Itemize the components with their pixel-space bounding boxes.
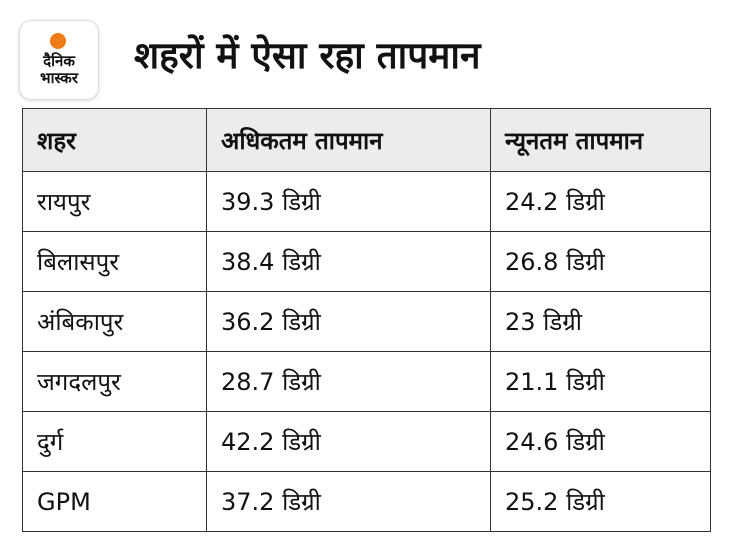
logo-line-2: भास्कर: [40, 69, 78, 87]
table-row: GPM 37.2 डिग्री 25.2 डिग्री: [22, 471, 711, 532]
city-cell: बिलासपुर: [22, 231, 207, 292]
max-temp-cell: 36.2 डिग्री: [206, 291, 491, 352]
page-title: शहरों में ऐसा रहा तापमान: [134, 34, 481, 77]
table-row: बिलासपुर 38.4 डिग्री 26.8 डिग्री: [22, 231, 711, 292]
temperature-table: शहर अधिकतम तापमान न्यूनतम तापमान रायपुर …: [22, 108, 711, 532]
min-temp-cell: 25.2 डिग्री: [490, 471, 711, 532]
max-temp-cell: 28.7 डिग्री: [206, 351, 491, 412]
max-temp-cell: 37.2 डिग्री: [206, 471, 491, 532]
city-cell: GPM: [22, 471, 207, 532]
min-temp-cell: 21.1 डिग्री: [490, 351, 711, 412]
max-temp-cell: 42.2 डिग्री: [206, 411, 491, 472]
min-temp-cell: 24.2 डिग्री: [490, 171, 711, 232]
city-cell: रायपुर: [22, 171, 207, 232]
table-row: दुर्ग 42.2 डिग्री 24.6 डिग्री: [22, 411, 711, 472]
header-min-temp: न्यूनतम तापमान: [490, 108, 711, 172]
header-max-temp: अधिकतम तापमान: [206, 108, 491, 172]
header: दैनिक भास्कर शहरों में ऐसा रहा तापमान: [0, 0, 730, 106]
logo-line-1: दैनिक: [43, 52, 75, 70]
min-temp-cell: 24.6 डिग्री: [490, 411, 711, 472]
city-cell: जगदलपुर: [22, 351, 207, 412]
header-city: शहर: [22, 108, 207, 172]
max-temp-cell: 38.4 डिग्री: [206, 231, 491, 292]
max-temp-cell: 39.3 डिग्री: [206, 171, 491, 232]
city-cell: अंबिकापुर: [22, 291, 207, 352]
sun-icon: [50, 33, 66, 49]
dainik-bhaskar-logo: दैनिक भास्कर: [19, 20, 99, 100]
city-cell: दुर्ग: [22, 411, 207, 472]
table-header-row: शहर अधिकतम तापमान न्यूनतम तापमान: [22, 108, 711, 172]
min-temp-cell: 26.8 डिग्री: [490, 231, 711, 292]
table-row: जगदलपुर 28.7 डिग्री 21.1 डिग्री: [22, 351, 711, 412]
table-row: रायपुर 39.3 डिग्री 24.2 डिग्री: [22, 171, 711, 232]
min-temp-cell: 23 डिग्री: [490, 291, 711, 352]
table-row: अंबिकापुर 36.2 डिग्री 23 डिग्री: [22, 291, 711, 352]
